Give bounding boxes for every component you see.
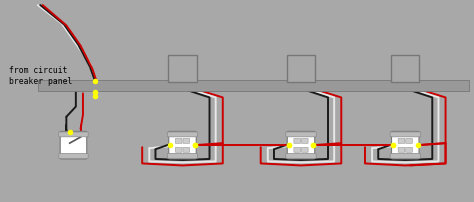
FancyBboxPatch shape (392, 132, 419, 159)
FancyBboxPatch shape (398, 148, 405, 153)
FancyBboxPatch shape (294, 148, 301, 153)
FancyBboxPatch shape (167, 154, 198, 159)
FancyBboxPatch shape (183, 148, 190, 153)
FancyBboxPatch shape (59, 132, 88, 137)
FancyBboxPatch shape (183, 139, 190, 144)
FancyBboxPatch shape (167, 132, 198, 137)
FancyBboxPatch shape (390, 154, 420, 159)
FancyBboxPatch shape (398, 139, 405, 144)
FancyBboxPatch shape (169, 132, 196, 159)
FancyBboxPatch shape (168, 56, 197, 82)
FancyBboxPatch shape (286, 132, 316, 137)
FancyBboxPatch shape (294, 139, 301, 144)
FancyBboxPatch shape (38, 80, 469, 91)
FancyBboxPatch shape (60, 132, 87, 159)
FancyBboxPatch shape (406, 148, 412, 153)
FancyBboxPatch shape (406, 139, 412, 144)
FancyBboxPatch shape (301, 139, 308, 144)
FancyBboxPatch shape (59, 154, 88, 159)
FancyBboxPatch shape (391, 56, 419, 82)
FancyBboxPatch shape (287, 132, 315, 159)
FancyBboxPatch shape (175, 148, 182, 153)
FancyBboxPatch shape (301, 148, 308, 153)
FancyBboxPatch shape (175, 139, 182, 144)
FancyBboxPatch shape (390, 132, 420, 137)
FancyBboxPatch shape (287, 56, 315, 82)
FancyBboxPatch shape (286, 154, 316, 159)
Text: from circuit
breaker panel: from circuit breaker panel (9, 66, 72, 85)
